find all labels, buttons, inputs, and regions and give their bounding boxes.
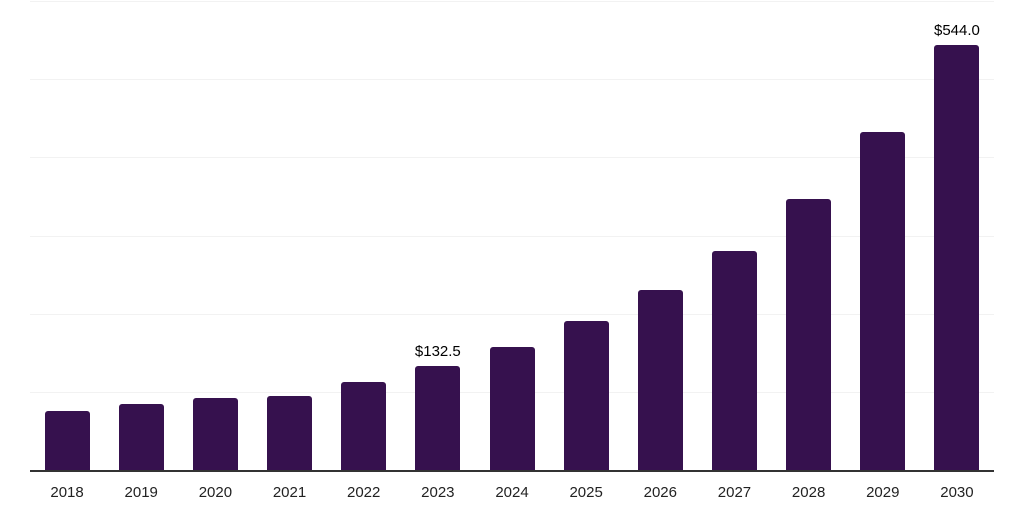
x-axis-label-2020: 2020 (198, 484, 233, 501)
x-axis-label-2024: 2024 (495, 484, 529, 501)
x-axis-label-2030: 2030 (940, 484, 974, 501)
x-axis-label-2021: 2021 (272, 484, 307, 501)
bar-2021 (267, 395, 313, 470)
x-axis-label-2019: 2019 (124, 484, 158, 501)
bar-2022 (341, 382, 387, 470)
x-axis-label-2018: 2018 (50, 484, 84, 501)
bar-2030 (934, 44, 980, 470)
bar-2024 (489, 346, 535, 470)
bar-value-label-2023: $132.5 (414, 343, 461, 361)
bar-2029 (860, 131, 906, 470)
x-axis-label-2029: 2029 (866, 484, 900, 501)
gridline-500 (30, 79, 994, 81)
bar-2027 (711, 251, 757, 470)
gridline-600 (30, 1, 994, 2)
bar-2019 (118, 404, 164, 470)
bar-2020 (192, 398, 238, 470)
bar-2026 (637, 290, 683, 470)
gridline-200 (30, 313, 994, 315)
bar-value-label-2030: $544.0 (933, 21, 980, 39)
plot-area: $132.5 $544.0 (30, 1, 994, 472)
x-axis-label-2027: 2027 (717, 484, 752, 501)
x-axis-label-2028: 2028 (791, 484, 826, 501)
x-axis-label-2025: 2025 (569, 484, 603, 501)
bar-2028 (786, 198, 832, 470)
bar-2018 (44, 411, 90, 470)
bar-2025 (563, 321, 609, 470)
gridline-400 (30, 157, 994, 159)
gridline-300 (30, 235, 994, 237)
x-axis-label-2022: 2022 (347, 484, 381, 501)
x-axis-label-2026: 2026 (643, 484, 677, 501)
x-axis-label-2023: 2023 (421, 484, 455, 501)
bar-2023 (415, 366, 461, 470)
